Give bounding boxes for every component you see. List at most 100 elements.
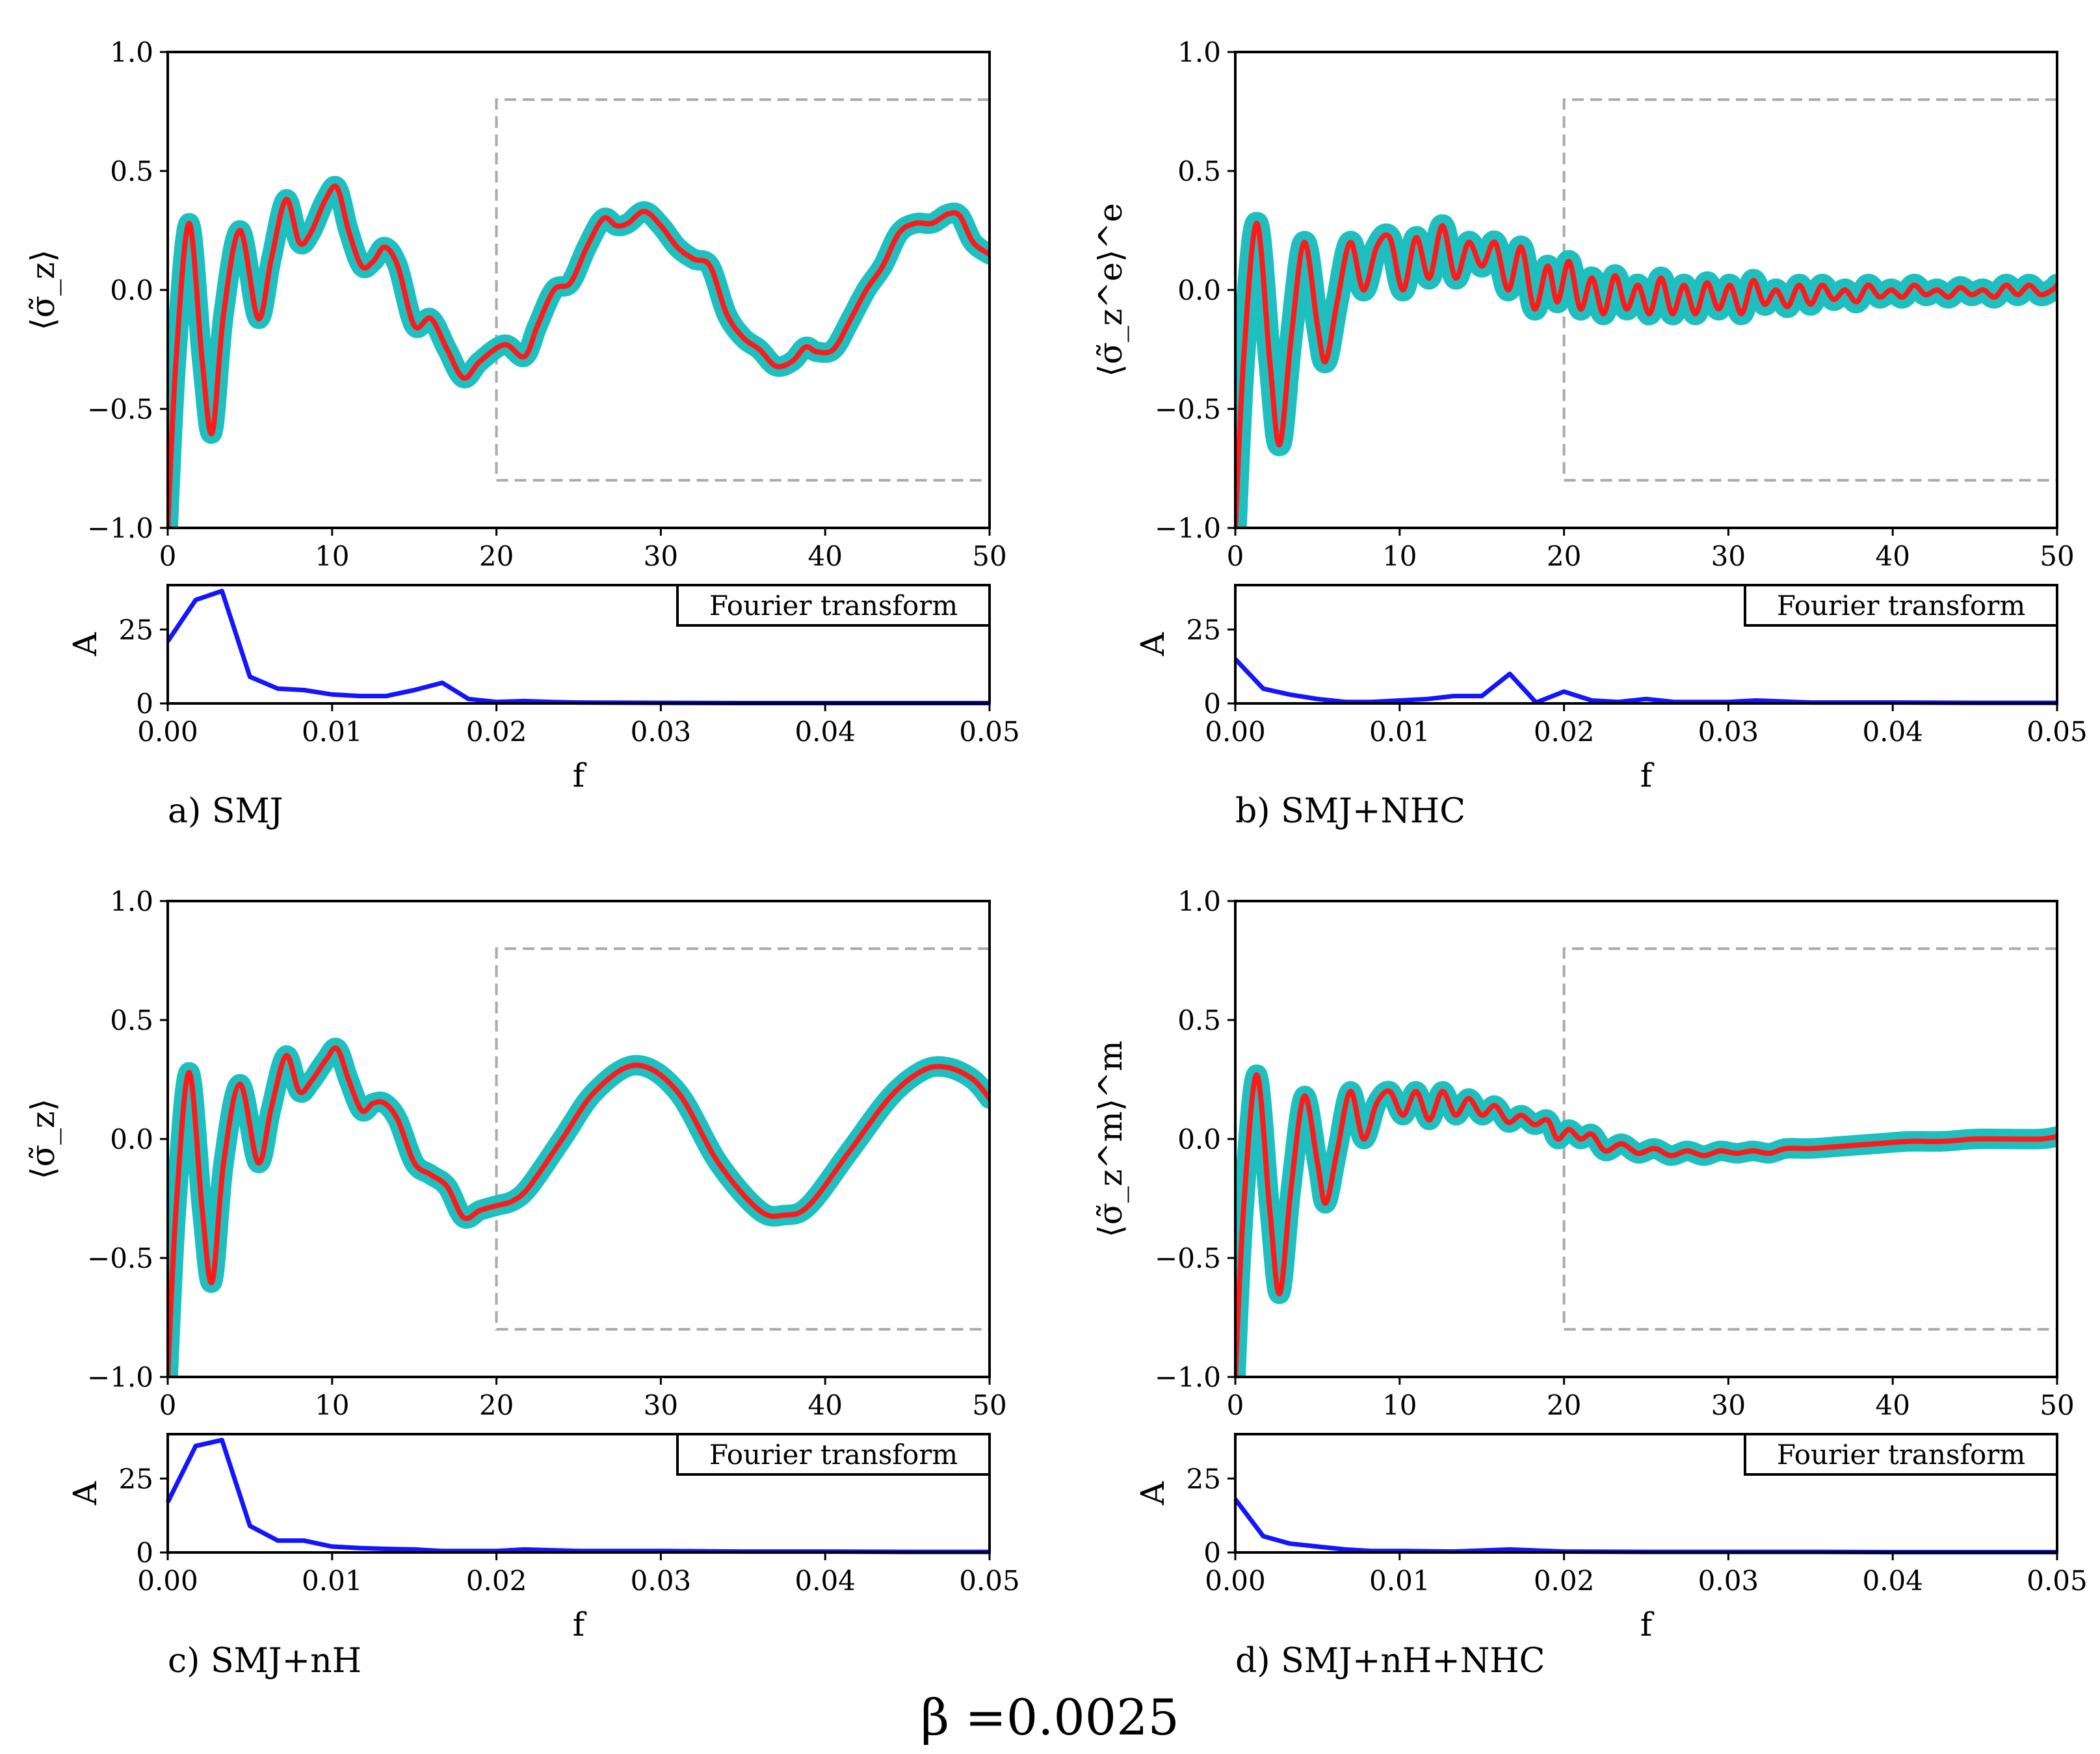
panel-caption: d) SMJ+nH+NHC bbox=[1235, 1642, 1545, 1681]
x-tick-label: 50 bbox=[2040, 1389, 2074, 1421]
fourier-legend-label: Fourier transform bbox=[709, 590, 958, 622]
fourier-y-axis-label: A bbox=[66, 1481, 104, 1506]
y-tick-label: −0.5 bbox=[87, 1242, 153, 1274]
fourier-y-tick-label: 25 bbox=[119, 1463, 153, 1495]
x-tick-label: 40 bbox=[1875, 540, 1910, 572]
analysis-window-box bbox=[495, 947, 990, 1331]
x-tick-label: 30 bbox=[644, 1389, 678, 1421]
fourier-legend-label: Fourier transform bbox=[1777, 590, 2025, 622]
y-tick-label: −0.5 bbox=[1155, 1242, 1221, 1274]
y-tick-label: −1.0 bbox=[87, 1361, 153, 1393]
x-tick-label: 0 bbox=[1227, 540, 1244, 572]
fourier-y-tick-label: 0 bbox=[136, 1537, 153, 1569]
fourier-x-tick-label: 0.00 bbox=[137, 1565, 198, 1597]
uncertainty-band bbox=[168, 176, 990, 528]
x-tick-label: 20 bbox=[479, 540, 514, 572]
fourier-x-tick-label: 0.01 bbox=[302, 716, 363, 748]
x-tick-label: 50 bbox=[972, 540, 1006, 572]
fourier-legend-label: Fourier transform bbox=[709, 1439, 958, 1471]
x-tick-label: 20 bbox=[1547, 540, 1581, 572]
fourier-x-tick-label: 0.01 bbox=[1369, 716, 1430, 748]
y-tick-label: −1.0 bbox=[1155, 512, 1221, 544]
fourier-x-axis-label: f bbox=[573, 1606, 587, 1643]
y-tick-label: 0.0 bbox=[1177, 1123, 1221, 1155]
fourier-x-tick-label: 0.04 bbox=[794, 716, 856, 748]
fourier-x-tick-label: 0.03 bbox=[631, 716, 692, 748]
y-tick-label: 1.0 bbox=[1177, 885, 1221, 917]
fourier-y-tick-label: 25 bbox=[119, 614, 153, 646]
y-tick-label: −0.5 bbox=[87, 393, 153, 425]
y-tick-label: 0.0 bbox=[1177, 274, 1221, 306]
fourier-spectrum-line bbox=[1233, 657, 2057, 705]
panel-c: 0 10 20 30 40 50 −1.0 −0.5 0.0 0.5 1.0 ⟨σ̃_z⟩ Fourie… bbox=[24, 885, 1020, 1681]
x-tick-label: 0 bbox=[159, 1389, 177, 1421]
panel-a: 0 10 20 30 40 50 −1.0 −0.5 0.0 0.5 1.0 ⟨σ̃_z⟩ Fourie… bbox=[24, 36, 1020, 831]
y-tick-label: −1.0 bbox=[1155, 1361, 1221, 1393]
y-tick-label: 0.5 bbox=[110, 1004, 153, 1036]
fourier-x-tick-label: 0.03 bbox=[1698, 1565, 1759, 1597]
fourier-y-axis-label: A bbox=[1134, 632, 1172, 657]
fourier-x-tick-label: 0.05 bbox=[959, 716, 1020, 748]
y-tick-label: 1.0 bbox=[110, 36, 153, 68]
x-tick-label: 10 bbox=[315, 1389, 349, 1421]
analysis-window-box bbox=[495, 98, 990, 482]
panel-b: 0 10 20 30 40 50 −1.0 −0.5 0.0 0.5 1.0 ⟨σ̃_z^e⟩^e Fo… bbox=[1092, 36, 2088, 831]
y-tick-label: 0.5 bbox=[1177, 1004, 1221, 1036]
fourier-x-tick-label: 0.03 bbox=[631, 1565, 692, 1597]
fourier-x-tick-label: 0.05 bbox=[2027, 1565, 2088, 1597]
y-tick-label: 0.0 bbox=[110, 274, 153, 306]
y-tick-label: 1.0 bbox=[110, 885, 153, 917]
y-axis-label: ⟨σ̃_z^e⟩^e bbox=[1092, 203, 1129, 376]
fourier-x-tick-label: 0.04 bbox=[1862, 716, 1923, 748]
fourier-x-axis-label: f bbox=[1640, 757, 1655, 794]
fourier-x-tick-label: 0.02 bbox=[466, 1565, 527, 1597]
fourier-x-tick-label: 0.04 bbox=[1862, 1565, 1923, 1597]
y-axis-label: ⟨σ̃_z⟩ bbox=[24, 1099, 62, 1180]
mean-line bbox=[168, 1045, 990, 1377]
fourier-x-tick-label: 0.03 bbox=[1698, 716, 1759, 748]
x-tick-label: 0 bbox=[1227, 1389, 1244, 1421]
fourier-x-axis-label: f bbox=[573, 757, 587, 794]
fourier-x-tick-label: 0.05 bbox=[959, 1565, 1020, 1597]
fourier-x-tick-label: 0.04 bbox=[794, 1565, 856, 1597]
fourier-legend-box bbox=[1744, 584, 2058, 627]
x-tick-label: 20 bbox=[479, 1389, 514, 1421]
y-axis-label: ⟨σ̃_z⟩ bbox=[24, 250, 62, 331]
fourier-legend-box bbox=[1744, 1433, 2058, 1476]
fourier-y-tick-label: 0 bbox=[1203, 1537, 1221, 1569]
fourier-x-tick-label: 0.05 bbox=[2027, 716, 2088, 748]
x-tick-label: 10 bbox=[1382, 540, 1417, 572]
y-tick-label: −1.0 bbox=[87, 512, 153, 544]
fourier-legend-box bbox=[676, 584, 991, 627]
x-tick-label: 30 bbox=[644, 540, 678, 572]
fourier-legend-label: Fourier transform bbox=[1777, 1439, 2025, 1471]
y-axis-label: ⟨σ̃_z^m⟩^m bbox=[1092, 1040, 1129, 1237]
fourier-x-tick-label: 0.00 bbox=[1205, 716, 1266, 748]
fourier-x-tick-label: 0.01 bbox=[1369, 1565, 1430, 1597]
y-tick-label: 0.0 bbox=[110, 1123, 153, 1155]
x-tick-label: 30 bbox=[1711, 540, 1746, 572]
x-tick-label: 50 bbox=[2040, 540, 2074, 572]
panel-caption: c) SMJ+nH bbox=[168, 1642, 361, 1681]
fourier-y-tick-label: 0 bbox=[1203, 688, 1221, 720]
y-tick-label: 1.0 bbox=[1177, 36, 1221, 68]
uncertainty-band bbox=[168, 1038, 990, 1377]
fourier-y-tick-label: 25 bbox=[1187, 614, 1221, 646]
figure-suptitle: β =0.0025 bbox=[921, 1688, 1179, 1746]
x-tick-label: 20 bbox=[1547, 1389, 1581, 1421]
fourier-spectrum-line bbox=[1233, 1497, 2057, 1554]
x-tick-label: 10 bbox=[1382, 1389, 1417, 1421]
x-tick-label: 10 bbox=[315, 540, 349, 572]
mean-line bbox=[1235, 1072, 2057, 1377]
fourier-x-axis-label: f bbox=[1640, 1606, 1655, 1643]
fourier-axes-frame bbox=[166, 1433, 991, 1554]
fourier-axes-frame bbox=[1234, 1433, 2058, 1554]
panel-caption: a) SMJ bbox=[168, 792, 283, 831]
panel-d: 0 10 20 30 40 50 −1.0 −0.5 0.0 0.5 1.0 ⟨σ̃_z^m⟩^m Fo… bbox=[1092, 885, 2088, 1681]
fourier-axes-frame bbox=[1234, 584, 2058, 705]
mean-line bbox=[1235, 220, 2057, 528]
fourier-legend-box bbox=[676, 1433, 991, 1476]
y-tick-label: −0.5 bbox=[1155, 393, 1221, 425]
fourier-x-tick-label: 0.02 bbox=[466, 716, 527, 748]
